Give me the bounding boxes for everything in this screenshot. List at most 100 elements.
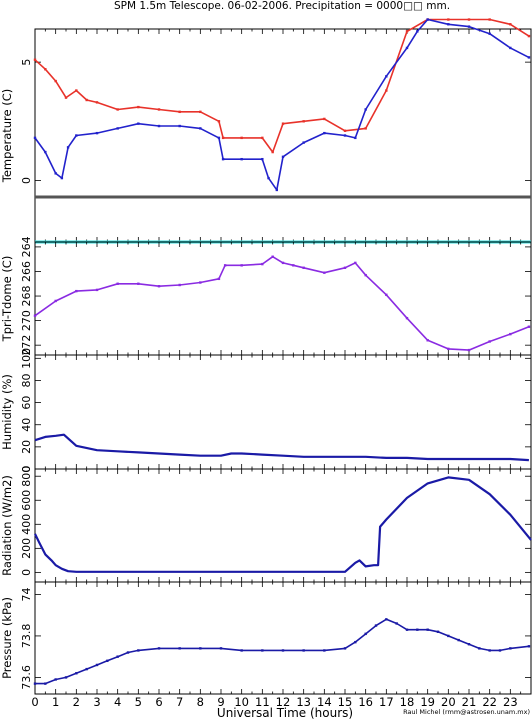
data-point [405,316,409,320]
y-axis-label: Pressure (kPa) [0,597,14,679]
data-point [199,281,202,284]
data-point [54,299,57,303]
data-point [374,624,378,627]
data-point [467,348,471,352]
data-point [405,628,409,631]
data-point [178,283,181,287]
data-point [75,672,78,675]
data-point [217,277,221,281]
x-tick-label: 17 [379,695,394,709]
x-tick-label: 0 [31,695,38,709]
series-humidity-0 [34,433,529,462]
y-tick-label: 0 [20,569,33,576]
data-point [364,273,367,277]
y-tick-label: 400 [20,514,33,535]
y-tick-label: 40 [20,418,33,432]
data-point [44,682,47,685]
x-tick-labels: 0 1 2 3 4 5 6 7 8 9 10 11 12 13 14 15 16 17 18 19 20 21 22 23 [31,695,517,709]
data-point [302,266,305,269]
data-point [137,649,140,652]
y-tick-label: 73.8 [20,624,33,649]
data-point [405,30,409,33]
x-tick-label: 11 [255,695,270,709]
data-point [271,255,274,258]
data-point [199,647,202,650]
data-point [343,647,347,650]
data-point [240,649,243,652]
data-line [34,476,532,573]
data-point [395,622,398,625]
y-tick-label: 270 [20,310,33,331]
x-tick-label: 20 [441,695,456,709]
data-point [275,188,278,192]
y-tick-label: 0 [20,177,33,184]
data-point [261,649,264,652]
data-trace [34,18,530,191]
x-tick-label: 21 [462,695,477,709]
data-point [54,678,57,681]
data-point [116,282,119,285]
panel-temperature: 0 5 Temperature (C) [0,18,532,244]
panel-frame [34,581,532,695]
series-pressure-0 [33,618,531,685]
x-tick-label: 10 [234,695,249,709]
data-point [75,289,78,293]
y-axis-label: Radiation (W/m2) [0,475,14,576]
x-tick-label: 3 [93,695,100,709]
x-tick-label: 12 [276,695,291,709]
credit-text: Raul Michel (rmm@astrosen.unam.mx) [403,708,530,716]
data-point [426,18,429,21]
data-point [509,23,512,26]
data-point [457,638,460,642]
data-point [126,651,130,654]
data-point [54,172,57,175]
data-point [44,150,47,154]
data-point [199,127,202,130]
data-point [33,682,37,685]
data-point [385,618,388,621]
y-tick-label: 272 [20,335,33,356]
panel-frame [34,241,532,356]
data-point [292,264,295,267]
data-point [267,176,270,180]
data-point [343,266,347,269]
data-point [385,89,388,92]
data-point [488,649,491,652]
data-point [106,659,109,663]
data-point [137,282,140,285]
data-point [271,150,274,154]
data-point [281,261,285,265]
data-point [488,32,491,35]
data-point [261,157,264,161]
x-tick-label: 14 [317,695,332,709]
y-tick-label: 20 [20,440,33,454]
data-trace [35,618,529,685]
data-point [240,157,243,161]
data-point [240,264,243,267]
data-point [54,79,57,83]
data-point [64,676,68,679]
data-point [302,141,305,144]
x-axis-label: Universal Time (hours) [217,706,353,719]
data-point [405,46,409,50]
y-axis-label: Tpri-Tdome (C) [0,256,14,343]
data-point [66,146,70,149]
data-point [354,136,357,140]
series-tpri-tdome-0 [33,255,531,352]
x-tick-label: 18 [400,695,415,709]
data-point [217,120,221,123]
x-tick-label: 1 [52,695,59,709]
data-point [323,649,326,652]
data-point [426,628,429,631]
y-tick-label: 200 [20,538,33,559]
y-tick-label: 73.6 [20,665,33,690]
x-tick-label: 15 [338,695,353,709]
data-point [95,131,99,135]
y-tick-label: 0 [20,466,33,473]
data-point [85,98,88,102]
x-tick-label: 9 [217,695,224,709]
data-point [343,134,347,137]
x-tick-label: 5 [135,695,142,709]
